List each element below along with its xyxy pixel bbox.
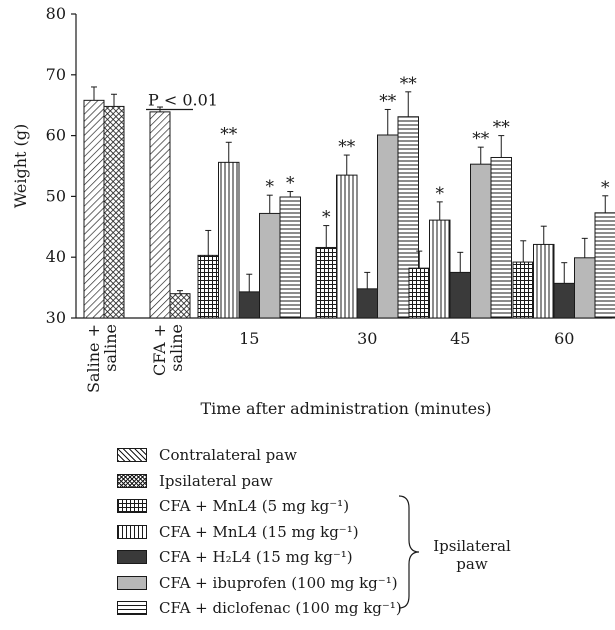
control-group-label: CFA +	[150, 324, 169, 376]
legend-label: CFA + MnL4 (5 mg kg⁻¹)	[159, 497, 350, 515]
legend-item: CFA + MnL4 (5 mg kg⁻¹)	[117, 495, 349, 517]
control-group-label: Saline +	[84, 324, 103, 393]
bar	[279, 196, 301, 319]
legend-swatch	[117, 524, 147, 539]
significance-marker: **	[379, 91, 397, 111]
significance-marker: *	[266, 177, 275, 197]
legend-item: Contralateral paw	[117, 444, 297, 466]
legend-item: CFA + ibuprofen (100 mg kg⁻¹)	[117, 572, 398, 594]
x-tick-label: 45	[450, 329, 470, 348]
bar-chart: 30 40 50 60 70 80 Weight (g) Time after adminis…	[11, 4, 615, 418]
control-group-label: saline	[101, 324, 120, 372]
significance-marker: *	[322, 208, 331, 228]
significance-marker: **	[338, 137, 356, 157]
y-tick-label: 60	[46, 126, 66, 145]
bar	[103, 105, 125, 319]
bar	[449, 271, 471, 319]
x-tick-label: 15	[239, 329, 259, 348]
legend-label: Contralateral paw	[159, 446, 298, 464]
bar	[594, 212, 615, 319]
legend-label: CFA + H₂L4 (15 mg kg⁻¹)	[159, 548, 353, 566]
bar	[553, 282, 575, 319]
brace-label-line: paw	[456, 555, 488, 573]
y-tick-label: 40	[46, 247, 66, 266]
significance-marker: **	[493, 118, 511, 138]
significance-marker: **	[400, 74, 418, 94]
x-tick-label: 60	[554, 329, 574, 348]
bar	[218, 161, 240, 319]
legend-swatch	[117, 473, 147, 488]
bar	[490, 156, 512, 319]
legend-item: Ipsilateral paw	[117, 470, 273, 492]
brace-path	[398, 495, 420, 609]
brace-label: Ipsilateral paw	[417, 537, 527, 573]
legend-label: Ipsilateral paw	[159, 471, 273, 490]
significance-marker: **	[472, 129, 490, 149]
legend-item: CFA + diclofenac (100 mg kg⁻¹)	[117, 597, 402, 619]
bar	[83, 99, 105, 319]
y-tick-label: 80	[46, 4, 66, 23]
bar	[259, 212, 281, 319]
bar	[574, 257, 596, 319]
bar	[429, 219, 451, 319]
bar	[336, 174, 358, 319]
bar	[238, 291, 260, 319]
y-axis-title: Weight (g)	[11, 124, 30, 209]
bar	[169, 293, 191, 319]
legend-label: CFA + MnL4 (15 mg kg⁻¹)	[159, 522, 359, 541]
bar	[197, 254, 219, 319]
legend-label: CFA + ibuprofen (100 mg kg⁻¹)	[159, 573, 398, 592]
bar	[533, 243, 555, 319]
bar	[512, 261, 534, 319]
bar	[149, 111, 171, 319]
legend-item: CFA + H₂L4 (15 mg kg⁻¹)	[117, 546, 353, 568]
legend-swatch	[117, 550, 147, 564]
legend-label: CFA + diclofenac (100 mg kg⁻¹)	[159, 599, 402, 617]
p-value-label: P < 0.01	[148, 90, 218, 109]
bar	[356, 288, 378, 319]
legend-swatch	[117, 499, 147, 513]
significance-marker: *	[436, 184, 445, 204]
significance-marker: *	[601, 178, 610, 198]
brace	[398, 495, 420, 609]
x-tick-label: 30	[357, 329, 377, 348]
legend-swatch	[117, 575, 147, 590]
x-axis-title: Time after administration (minutes)	[201, 399, 492, 418]
significance-marker: **	[220, 124, 238, 144]
y-tick-label: 70	[46, 65, 66, 84]
brace-label-line: Ipsilateral	[433, 537, 511, 555]
bar	[408, 267, 430, 319]
significance-marker: *	[286, 174, 295, 194]
control-group-label: saline	[167, 324, 186, 372]
y-tick-label: 30	[46, 308, 66, 327]
y-tick-label: 50	[46, 186, 66, 205]
bar	[377, 134, 399, 319]
bar	[315, 246, 337, 319]
legend-swatch	[117, 448, 147, 462]
legend-item: CFA + MnL4 (15 mg kg⁻¹)	[117, 521, 359, 543]
legend-swatch	[117, 601, 147, 615]
bar	[470, 163, 492, 319]
legend: Contralateral paw Ipsilateral paw CFA + Mn…	[117, 444, 537, 630]
